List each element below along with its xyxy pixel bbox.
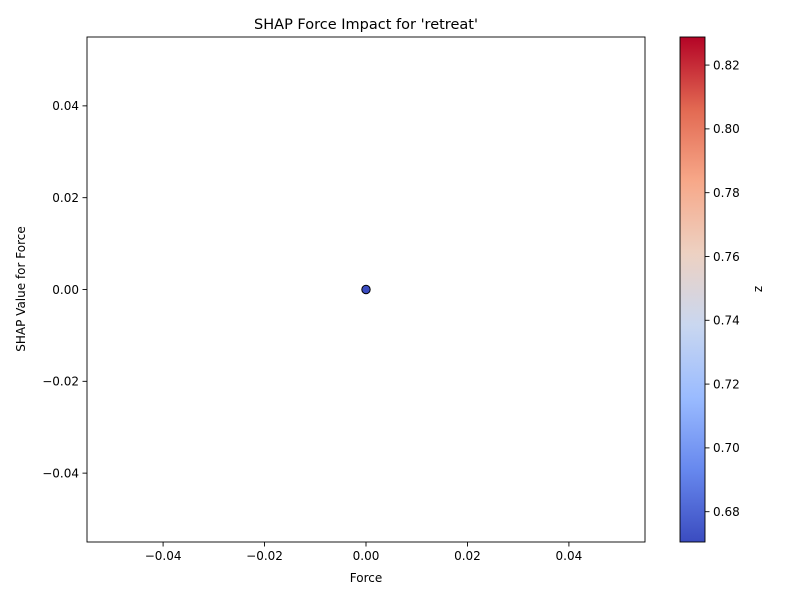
y-tick-label: −0.02 [42, 375, 79, 389]
x-tick-label: 0.04 [556, 549, 583, 563]
colorbar: 0.68 0.70 0.72 0.74 0.76 0.78 0.80 0.82 [679, 36, 740, 543]
data-point [361, 284, 371, 295]
x-axis-label: Force [350, 571, 382, 585]
colorbar-tick-label: 0.78 [713, 186, 740, 200]
colorbar-tick-label: 0.74 [713, 314, 740, 328]
colorbar-tick-label: 0.72 [713, 377, 740, 391]
colorbar-label: z [751, 286, 765, 292]
colorbar-tick-label: 0.80 [713, 122, 740, 136]
colorbar-tick-label: 0.76 [713, 250, 740, 264]
x-tick-label: −0.04 [145, 549, 182, 563]
y-tick-label: 0.00 [52, 283, 79, 297]
y-tick-label: −0.04 [42, 466, 79, 480]
chart-title: SHAP Force Impact for 'retreat' [254, 17, 478, 33]
plot-area: −0.04 −0.02 0.00 0.02 0.04 −0.04 −0.02 0.00 0.02… [42, 36, 646, 563]
colorbar-tick-label: 0.82 [713, 58, 740, 72]
colorbar-tick-label: 0.68 [713, 505, 740, 519]
x-tick-label: 0.02 [454, 549, 481, 563]
y-tick-label: 0.04 [52, 99, 79, 113]
x-tick-label: −0.02 [246, 549, 283, 563]
x-tick-label: 0.00 [353, 549, 380, 563]
colorbar-gradient [679, 36, 706, 543]
y-tick-label: 0.02 [52, 191, 79, 205]
colorbar-tick-label: 0.70 [713, 441, 740, 455]
y-axis-label: SHAP Value for Force [14, 226, 28, 351]
